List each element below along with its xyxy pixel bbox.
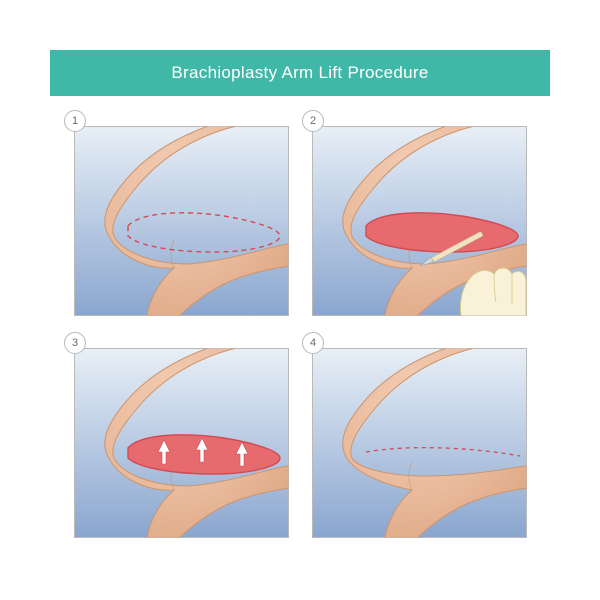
step-badge-1: 1 — [64, 110, 86, 132]
diagram-canvas: Brachioplasty Arm Lift Procedure 1 — [50, 50, 550, 550]
step-badge-3: 3 — [64, 332, 86, 354]
panel-step-2 — [312, 126, 527, 316]
title-text: Brachioplasty Arm Lift Procedure — [171, 63, 428, 83]
step-badge-4: 4 — [302, 332, 324, 354]
panel-step-1 — [74, 126, 289, 316]
step-badge-2: 2 — [302, 110, 324, 132]
panel-step-4 — [312, 348, 527, 538]
title-bar: Brachioplasty Arm Lift Procedure — [50, 50, 550, 96]
panel-step-3 — [74, 348, 289, 538]
panel-grid: 1 2 — [50, 96, 550, 550]
